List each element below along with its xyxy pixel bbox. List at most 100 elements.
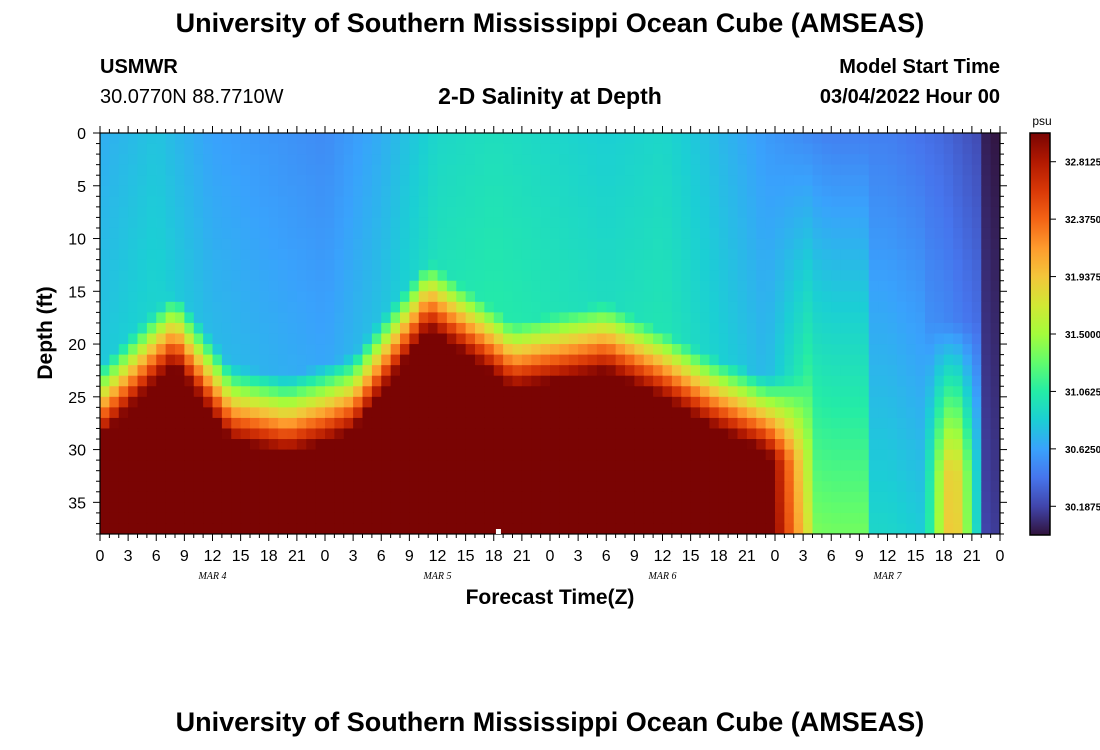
colorbar-tick-label: 32.8125 [1065, 158, 1100, 169]
heatmap-cell [803, 249, 814, 261]
heatmap-cell [587, 491, 598, 503]
heatmap-cell [821, 428, 832, 440]
heatmap-cell [250, 396, 260, 408]
heatmap-cell [840, 439, 851, 451]
heatmap-cell [240, 523, 251, 534]
heatmap-cell [962, 280, 973, 292]
heatmap-cell [859, 470, 870, 482]
heatmap-cell [231, 428, 242, 440]
heatmap-cell [821, 301, 832, 313]
heatmap-cell [953, 322, 964, 335]
heatmap-cell [493, 175, 504, 187]
heatmap-cell [568, 354, 579, 366]
heatmap-cell [718, 354, 729, 366]
heatmap-cell [409, 365, 420, 377]
heatmap-cell [231, 238, 242, 250]
heatmap-cell [953, 196, 964, 208]
heatmap-cell [512, 439, 523, 451]
heatmap-cell [803, 175, 814, 187]
heatmap-cell [146, 428, 157, 440]
heatmap-cell [137, 375, 148, 387]
heatmap-cell [540, 333, 551, 345]
heatmap-cell [334, 154, 345, 166]
heatmap-cell [625, 491, 635, 503]
heatmap-cell [850, 322, 860, 335]
heatmap-cell [540, 407, 551, 419]
heatmap-cell [878, 428, 889, 440]
heatmap-cell [175, 407, 185, 419]
heatmap-cell [550, 143, 560, 155]
heatmap-cell [465, 417, 476, 430]
heatmap-cell [578, 175, 589, 187]
heatmap-cell [578, 407, 589, 419]
heatmap-cell [250, 154, 260, 166]
heatmap-cell [728, 270, 739, 282]
heatmap-cell [128, 301, 139, 313]
heatmap-cell [925, 196, 935, 208]
heatmap-cell [596, 417, 607, 430]
heatmap-cell [662, 227, 673, 240]
heatmap-cell [765, 185, 776, 197]
heatmap-cell [118, 481, 129, 493]
heatmap-cell [362, 196, 373, 208]
heatmap-cell [306, 470, 317, 482]
heatmap-cell [353, 365, 364, 377]
heatmap-cell [700, 133, 710, 145]
heatmap-cell [728, 238, 739, 250]
heatmap-cell [203, 322, 214, 335]
heatmap-cell [653, 280, 664, 292]
heatmap-cell [587, 196, 598, 208]
heatmap-cell [521, 280, 532, 292]
heatmap-cell [653, 291, 664, 303]
heatmap-cell [906, 259, 917, 271]
heatmap-cell [268, 164, 279, 176]
heatmap-cell [118, 344, 129, 356]
heatmap-cell [100, 322, 110, 335]
heatmap-cell [634, 344, 645, 356]
heatmap-cell [306, 344, 317, 356]
heatmap-cell [156, 481, 167, 493]
heatmap-cell [915, 270, 926, 282]
heatmap-cell [428, 291, 439, 303]
heatmap-cell [268, 470, 279, 482]
heatmap-cell [475, 196, 485, 208]
heatmap-cell [475, 523, 485, 534]
x-tick-label: 3 [799, 548, 808, 565]
heatmap-cell [850, 407, 860, 419]
heatmap-cell [278, 206, 289, 219]
heatmap-cell [681, 227, 692, 240]
heatmap-cell [428, 238, 439, 250]
heatmap-cell [662, 417, 673, 430]
heatmap-cell [728, 512, 739, 525]
heatmap-cell [278, 365, 289, 377]
heatmap-cell [165, 439, 176, 451]
heatmap-cell [287, 417, 298, 430]
heatmap-cell [728, 417, 739, 430]
heatmap-cell [287, 396, 298, 408]
heatmap-cell [109, 133, 120, 145]
heatmap-cell [981, 164, 992, 176]
heatmap-cell [962, 396, 973, 408]
heatmap-cell [653, 249, 664, 261]
heatmap-cell [540, 322, 551, 335]
heatmap-cell [446, 164, 457, 176]
heatmap-cell [203, 206, 214, 219]
heatmap-cell [681, 312, 692, 324]
heatmap-cell [325, 196, 335, 208]
heatmap-cell [540, 439, 551, 451]
heatmap-cell [512, 301, 523, 313]
heatmap-cell [821, 502, 832, 514]
heatmap-cell [709, 449, 720, 461]
heatmap-cell [606, 417, 617, 430]
heatmap-cell [681, 481, 692, 493]
heatmap-cell [887, 259, 898, 271]
heatmap-cell [259, 523, 270, 534]
heatmap-cell [287, 301, 298, 313]
heatmap-cell [390, 227, 401, 240]
heatmap-cell [315, 322, 326, 335]
heatmap-cell [690, 280, 701, 292]
heatmap-cell [100, 133, 110, 145]
heatmap-cell [184, 449, 195, 461]
heatmap-cell [296, 523, 307, 534]
heatmap-cell [662, 322, 673, 335]
